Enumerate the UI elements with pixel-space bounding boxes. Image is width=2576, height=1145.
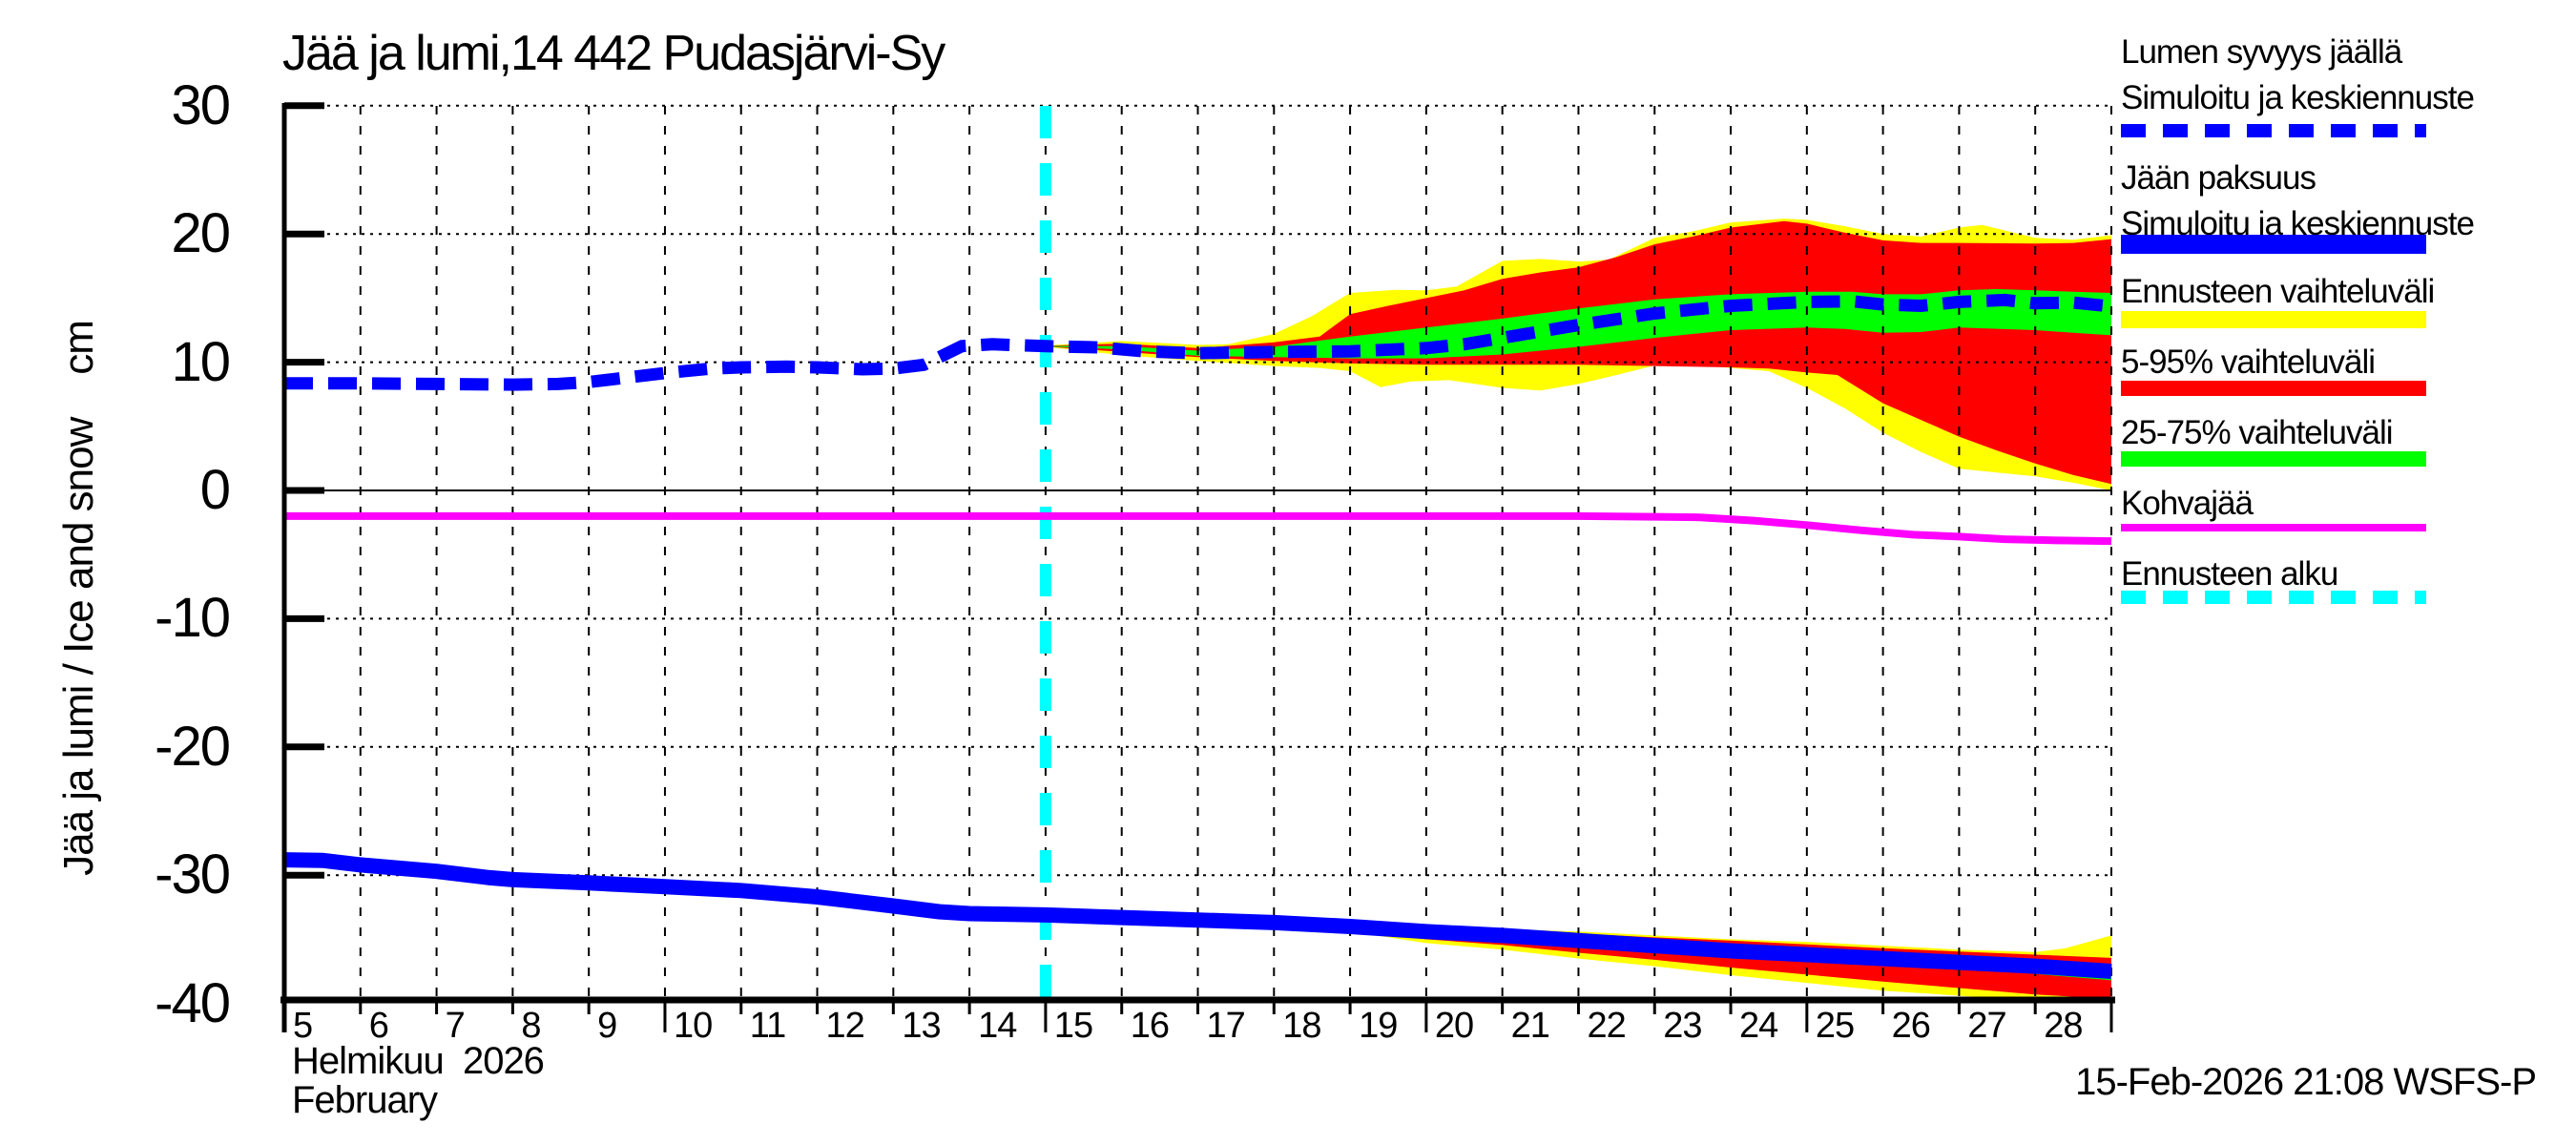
y-tick-label: 10 [171,330,231,393]
legend-label: Kohvajää [2121,485,2254,522]
x-tick-label: 7 [445,1006,466,1046]
x-tick-label: 13 [902,1006,941,1046]
x-tick-label: 15 [1053,1006,1093,1046]
x-tick-label: 8 [521,1006,541,1046]
timestamp-watermark: 15-Feb-2026 21:08 WSFS-P [2075,1061,2537,1103]
y-tick-label: -10 [155,587,231,650]
y-tick-label: -20 [155,715,231,778]
legend-sample-solid-line [2121,311,2426,328]
legend-sample-solid-line [2121,235,2426,254]
x-tick-label: 25 [1815,1006,1855,1046]
y-tick-label: -30 [155,843,231,906]
legend-sample-solid-line [2121,524,2426,531]
legend-label: Simuloitu ja keskiennuste [2121,79,2475,116]
ice-thickness-line [283,852,2112,979]
snow-depth-line [284,293,2112,391]
x-axis-month-label-finnish: Helmikuu 2026 [292,1040,545,1082]
y-tick-label: 20 [171,202,231,265]
x-tick-label: 16 [1130,1006,1170,1046]
legend-label: 25-75% vaihteluväli [2121,414,2394,451]
legend-sample-solid-line [2121,451,2426,467]
x-tick-label: 5 [293,1006,313,1046]
y-tick-label: 0 [199,459,231,521]
forecast-band [1045,289,2111,359]
x-axis-month-label-english: February [292,1079,438,1121]
legend-label: Ennusteen vaihteluväli [2121,273,2435,310]
x-tick-label: 6 [368,1006,389,1046]
legend-sample-dashed-line [2121,591,2426,604]
x-tick-label: 26 [1891,1006,1931,1046]
x-tick-label: 12 [825,1006,865,1046]
legend-sample-solid-line [2121,381,2426,396]
chart-title: Jää ja lumi,14 442 Pudasjärvi-Sy [282,26,945,81]
y-tick-label: -40 [155,971,231,1034]
x-tick-label: 21 [1510,1006,1550,1046]
x-tick-label: 24 [1739,1006,1778,1046]
legend-label: Lumen syvyys jäällä [2121,33,2402,71]
x-tick-label: 19 [1359,1006,1398,1046]
x-tick-label: 23 [1663,1006,1702,1046]
x-tick-label: 27 [1967,1006,2006,1046]
y-tick-label: 30 [171,73,231,136]
x-tick-label: 20 [1434,1006,1474,1046]
x-tick-label: 10 [673,1006,713,1046]
x-tick-label: 22 [1587,1006,1626,1046]
kohvajaa-line [284,511,2112,546]
legend-label: 5-95% vaihteluväli [2121,344,2376,381]
x-tick-label: 18 [1282,1006,1321,1046]
x-tick-label: 14 [978,1006,1017,1046]
x-tick-label: 17 [1206,1006,1246,1046]
legend-label: Jään paksuus [2121,159,2316,197]
x-tick-label: 9 [597,1006,617,1046]
legend-sample-dashed-line [2121,124,2426,137]
legend: Lumen syvyys jäällä Simuloitu ja keskienn… [2121,0,2569,668]
x-tick-label: 28 [2044,1006,2083,1046]
x-tick-label: 11 [749,1006,786,1046]
legend-label: Ennusteen alku [2121,555,2338,593]
